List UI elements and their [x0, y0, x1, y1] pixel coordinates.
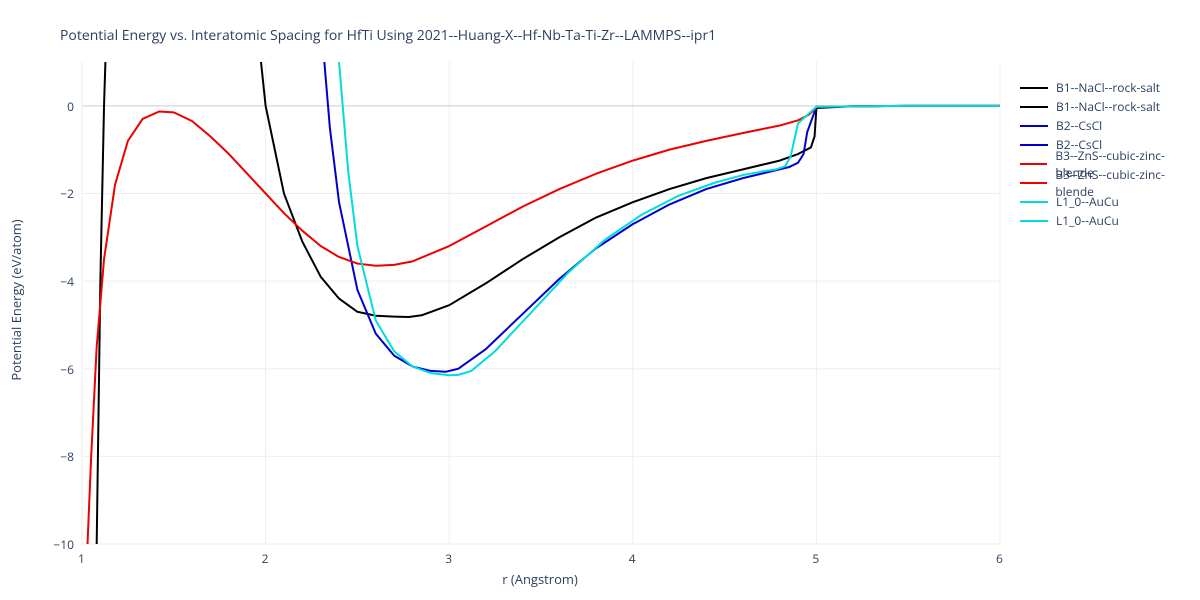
legend-swatch — [1020, 106, 1048, 108]
legend-item[interactable]: B1--NaCl--rock-salt — [1020, 78, 1200, 97]
x-tick-label: 5 — [812, 550, 819, 567]
legend-swatch — [1020, 220, 1048, 222]
legend: B1--NaCl--rock-salt B1--NaCl--rock-salt B2… — [1020, 78, 1200, 230]
x-tick-label: 2 — [262, 550, 269, 567]
x-axis-label: r (Angstrom) — [502, 570, 578, 588]
legend-item[interactable]: L1_0--AuCu — [1020, 211, 1200, 230]
legend-label: B2--CsCl — [1056, 117, 1102, 134]
y-tick-label: −6 — [60, 361, 74, 378]
y-tick-label: 0 — [67, 98, 74, 115]
legend-label: B1--NaCl--rock-salt — [1056, 79, 1160, 96]
legend-item[interactable]: B3--ZnS--cubic-zinc-blende — [1020, 173, 1200, 192]
legend-label: L1_0--AuCu — [1056, 212, 1119, 229]
legend-swatch — [1020, 163, 1047, 165]
y-tick-label: −10 — [53, 536, 74, 553]
legend-item[interactable]: B1--NaCl--rock-salt — [1020, 97, 1200, 116]
legend-label: B1--NaCl--rock-salt — [1056, 98, 1160, 115]
legend-label: L1_0--AuCu — [1056, 193, 1119, 210]
legend-swatch — [1020, 182, 1047, 184]
x-tick-label: 1 — [78, 550, 85, 567]
y-tick-label: −2 — [60, 185, 74, 202]
y-tick-label: −4 — [60, 273, 74, 290]
legend-item[interactable]: B2--CsCl — [1020, 116, 1200, 135]
x-tick-label: 4 — [629, 550, 636, 567]
x-tick-label: 6 — [996, 550, 1003, 567]
legend-swatch — [1020, 201, 1048, 203]
y-tick-label: −8 — [60, 448, 74, 465]
legend-swatch — [1020, 144, 1048, 146]
legend-swatch — [1020, 87, 1048, 89]
x-tick-label: 3 — [445, 550, 452, 567]
y-axis-label: Potential Energy (eV/atom) — [7, 219, 25, 380]
legend-swatch — [1020, 125, 1048, 127]
